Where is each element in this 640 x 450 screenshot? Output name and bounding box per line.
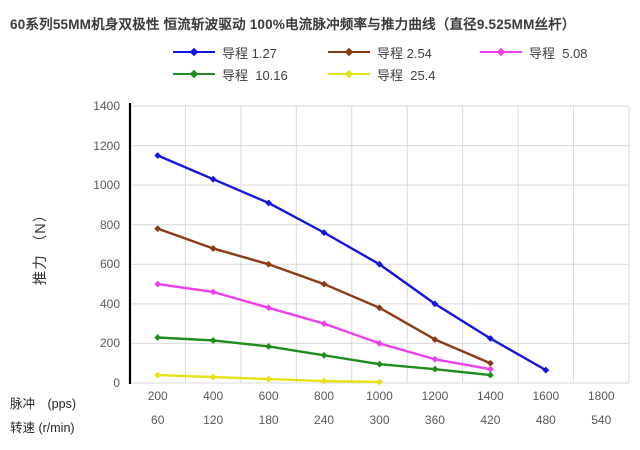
legend-label: 导程 1.27 (222, 45, 277, 61)
chart-title: 60系列55MM机身双极性 恒流斩波驱动 100%电流脉冲频率与推力曲线（直径9… (10, 17, 576, 32)
y-tick-label: 1200 (93, 138, 120, 153)
data-point-marker (209, 288, 217, 296)
data-point-marker (209, 245, 217, 252)
data-point-marker (320, 351, 328, 359)
x-tick-label: 360 (424, 413, 445, 427)
data-point-marker (431, 355, 439, 363)
x-tick-label: 1400 (477, 389, 504, 403)
x-tick-label: 120 (203, 413, 224, 427)
data-point-marker (486, 359, 494, 367)
series-line-0 (157, 154, 547, 372)
data-point-marker (265, 342, 273, 350)
x-axis-row2-label: 转速 (r/min) (10, 421, 75, 435)
data-point-marker (376, 260, 383, 268)
legend-swatch-line (173, 47, 215, 56)
x-tick-label: 200 (147, 389, 168, 403)
data-point-marker (320, 320, 328, 328)
legend-item-3: 导程 10.16 (173, 67, 288, 83)
data-point-marker (154, 225, 162, 233)
y-tick-label: 400 (99, 296, 120, 311)
data-point-marker (209, 373, 217, 381)
legend-swatch-line (480, 47, 522, 56)
y-tick-label: 600 (99, 257, 120, 272)
data-point-marker (376, 340, 383, 347)
data-point-marker (431, 336, 439, 343)
y-tick-label: 1400 (93, 99, 120, 113)
y-tick-label: 800 (99, 217, 120, 232)
x-tick-label: 1200 (421, 389, 449, 403)
legend-item-2: 导程 5.08 (480, 45, 588, 61)
legend-item-0: 导程 1.27 (173, 45, 277, 61)
x-tick-label: 480 (535, 413, 556, 427)
data-point-marker (209, 175, 217, 183)
data-point-marker (320, 229, 328, 237)
data-point-marker (154, 152, 162, 159)
legend-label: 导程 25.4 (377, 67, 436, 83)
data-point-marker (542, 366, 550, 374)
x-tick-label: 1800 (587, 389, 615, 403)
data-point-marker (486, 335, 494, 342)
data-point-marker (431, 300, 439, 308)
data-point-marker (431, 365, 439, 373)
legend-label: 导程 5.08 (529, 45, 588, 61)
data-point-marker (265, 199, 273, 207)
data-point-marker (154, 334, 162, 341)
data-point-marker (154, 371, 162, 379)
x-tick-label: 240 (314, 413, 335, 427)
x-tick-label: 60 (151, 413, 165, 427)
legend-label: 导程 2.54 (377, 45, 432, 61)
data-point-marker (265, 260, 273, 268)
legend-item-1: 导程 2.54 (328, 45, 432, 61)
legend-label: 导程 10.16 (222, 67, 288, 83)
x-tick-label: 180 (258, 413, 279, 427)
y-tick-label: 1000 (93, 178, 120, 193)
data-point-marker (320, 377, 328, 385)
x-tick-label: 800 (314, 389, 335, 403)
data-point-marker (320, 280, 328, 288)
legend-swatch-line (173, 69, 215, 78)
legend-item-4: 导程 25.4 (328, 67, 436, 83)
x-tick-label: 400 (203, 389, 224, 403)
x-tick-label: 600 (258, 389, 279, 403)
data-point-marker (376, 378, 383, 386)
x-tick-label: 420 (480, 413, 501, 427)
data-point-marker (486, 365, 494, 373)
legend-swatch-line (328, 69, 370, 78)
y-tick-label: 200 (99, 336, 120, 351)
data-point-marker (209, 337, 217, 344)
x-axis-row1-label: 脉冲 (pps) (10, 397, 76, 411)
data-point-marker (154, 280, 162, 288)
data-point-marker (265, 304, 273, 312)
data-point-marker (486, 371, 494, 379)
x-tick-label: 1000 (366, 389, 393, 403)
legend-swatch-line (328, 47, 370, 56)
x-tick-label: 300 (369, 413, 390, 427)
data-point-marker (265, 375, 273, 383)
y-tick-label: 0 (113, 376, 120, 390)
data-point-marker (376, 304, 383, 312)
x-tick-label: 1600 (532, 389, 560, 403)
data-point-marker (376, 360, 383, 368)
x-tick-label: 540 (591, 413, 612, 427)
